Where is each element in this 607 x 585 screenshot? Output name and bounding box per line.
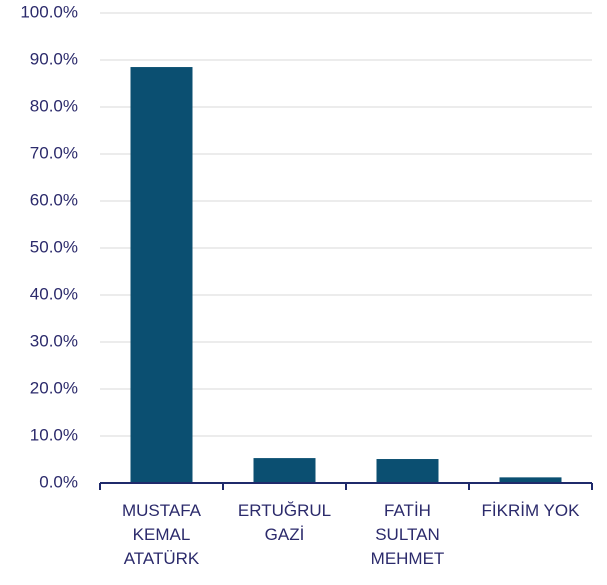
x-tick-label: FİKRİM YOK [481, 501, 580, 520]
bar [130, 67, 193, 484]
y-tick-label: 90.0% [30, 49, 78, 68]
y-tick-label: 0.0% [39, 472, 78, 491]
y-tick-label: 60.0% [30, 190, 78, 209]
bar [499, 477, 562, 483]
y-tick-label: 10.0% [30, 425, 78, 444]
bar [376, 459, 439, 483]
y-tick-label: 70.0% [30, 143, 78, 162]
x-tick-label: ERTUĞRUL GAZİ [237, 501, 332, 544]
y-tick-label: 40.0% [30, 284, 78, 303]
y-tick-label: 80.0% [30, 96, 78, 115]
y-tick-label: 100.0% [20, 2, 78, 21]
bar [253, 458, 316, 483]
y-tick-label: 50.0% [30, 237, 78, 256]
x-tick-label: FATİH SULTAN MEHMET [370, 501, 445, 568]
x-tick-label: MUSTAFA KEMAL ATATÜRK [121, 501, 202, 568]
y-tick-label: 30.0% [30, 331, 78, 350]
y-tick-label: 20.0% [30, 378, 78, 397]
